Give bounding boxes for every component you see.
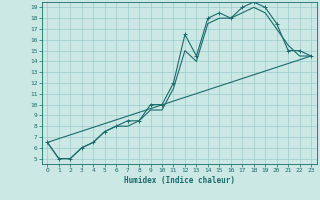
X-axis label: Humidex (Indice chaleur): Humidex (Indice chaleur)	[124, 176, 235, 185]
